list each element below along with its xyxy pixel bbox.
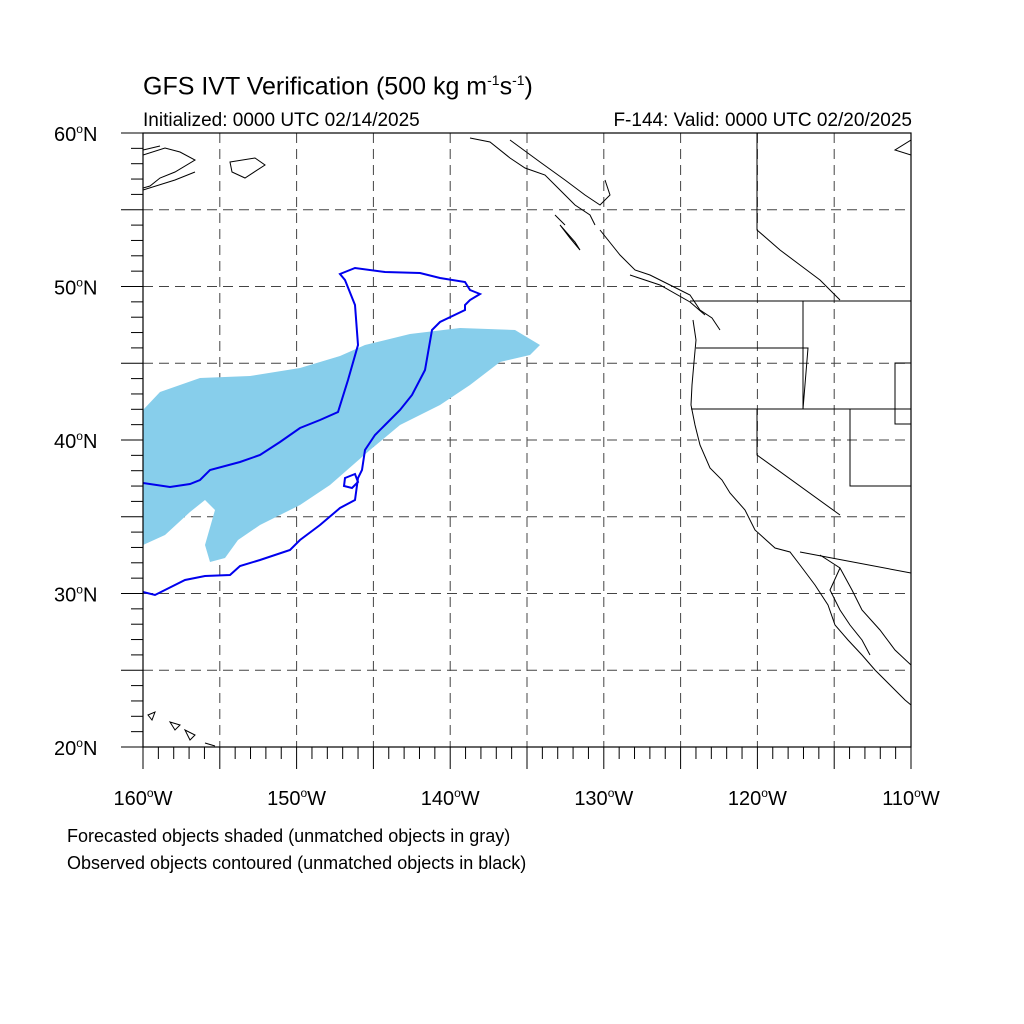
axis-labels: 60oN 50oN 40oN 30oN 20oN 160oW 150oW 140oW 130oW…	[54, 122, 940, 810]
state-borders	[690, 133, 911, 574]
observed-ivt-small-contour	[342, 472, 360, 490]
lat-label: 40oN	[54, 429, 97, 453]
valid-time: F-144: Valid: 0000 UTC 02/20/2025	[613, 110, 912, 131]
lon-label: 140oW	[421, 786, 480, 810]
initialized-time: Initialized: 0000 UTC 02/14/2025	[143, 110, 420, 131]
lon-label: 130oW	[574, 786, 633, 810]
observed-ivt-contour	[143, 266, 483, 597]
lon-label: 160oW	[114, 786, 173, 810]
lon-label: 150oW	[267, 786, 326, 810]
lat-label: 20oN	[54, 736, 97, 760]
caption-forecast: Forecasted objects shaded (unmatched obj…	[67, 826, 511, 846]
coastlines	[143, 137, 911, 747]
lat-label: 30oN	[54, 583, 97, 607]
lon-label: 120oW	[728, 786, 787, 810]
lat-label: 60oN	[54, 122, 97, 146]
forecast-ivt-object	[143, 328, 540, 562]
chart-title: GFS IVT Verification (500 kg m-1s-1)	[143, 72, 533, 101]
lat-label: 50oN	[54, 276, 97, 300]
lon-label: 110oW	[882, 786, 940, 810]
axis-ticks	[121, 132, 912, 769]
caption-observed: Observed objects contoured (unmatched ob…	[67, 853, 527, 873]
